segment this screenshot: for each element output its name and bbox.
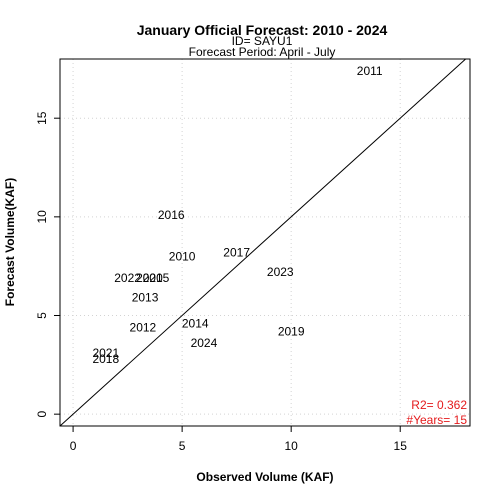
x-axis-label: Observed Volume (KAF): [196, 470, 333, 484]
point-label-2024: 2024: [191, 336, 218, 350]
y-tick-label: 5: [35, 312, 49, 319]
years-stat: #Years= 15: [406, 413, 467, 427]
point-label-2017: 2017: [223, 245, 250, 259]
y-tick-label: 15: [35, 111, 49, 125]
point-label-2012: 2012: [130, 320, 157, 334]
x-tick-label: 15: [394, 439, 408, 453]
grid: [60, 59, 470, 426]
point-label-2022: 2022: [114, 271, 141, 285]
x-tick-label: 10: [284, 439, 298, 453]
y-axis-label: Forecast Volume(KAF): [3, 178, 17, 306]
point-label-2015: 2015: [143, 271, 170, 285]
one-to-one-line: [59, 58, 466, 427]
point-label-2018: 2018: [92, 352, 119, 366]
point-label-2011: 2011: [357, 64, 383, 78]
point-label-2020: 2020: [136, 271, 163, 285]
point-label-2010: 2010: [169, 249, 196, 263]
chart-subtitle-period: Forecast Period: April - July: [189, 45, 336, 59]
point-label-2023: 2023: [267, 265, 294, 279]
plot-frame: [59, 58, 471, 427]
chart-subtitle-id: ID= SAYU1: [232, 34, 293, 48]
x-tick-label: 0: [70, 439, 77, 453]
point-label-2019: 2019: [278, 324, 305, 338]
point-label-2016: 2016: [158, 208, 185, 222]
r2-stat: R2= 0.362: [411, 398, 467, 412]
y-tick-label: 10: [35, 210, 49, 224]
x-tick-label: 5: [179, 439, 186, 453]
point-label-2014: 2014: [182, 316, 209, 330]
data-points: 2010 2011 2012 2013 2014 2015 2016 2017 2018 2019…: [92, 64, 382, 366]
chart-title: January Official Forecast: 2010 - 2024: [137, 22, 388, 38]
point-label-2021: 2021: [92, 346, 119, 360]
y-tick-label: 0: [35, 411, 49, 418]
point-label-2013: 2013: [132, 291, 159, 305]
axes: 0 5 10 15 0 5 10 15: [35, 58, 471, 453]
